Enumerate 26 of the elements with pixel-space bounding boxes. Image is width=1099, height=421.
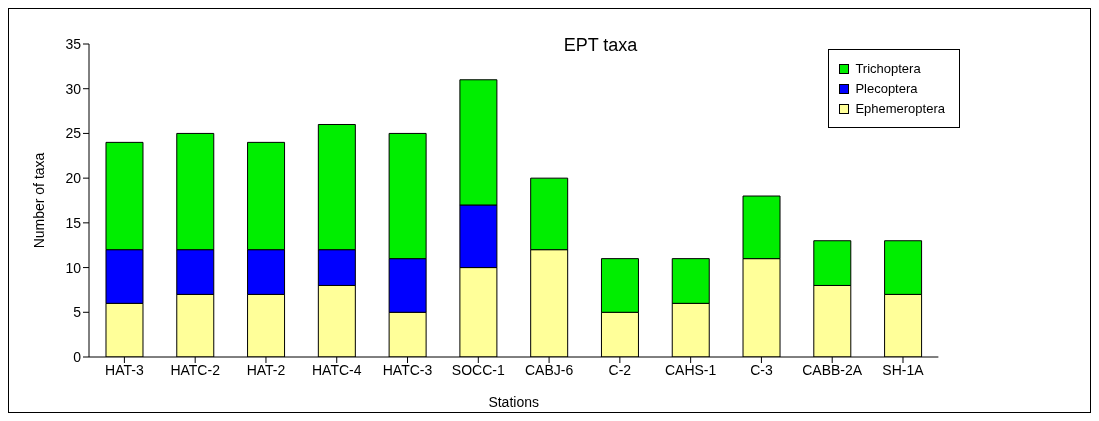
- x-tick-label: CABB-2A: [802, 361, 863, 378]
- x-tick-label: HATC-3: [382, 361, 433, 378]
- x-tick-label: SOCC-1: [451, 361, 505, 378]
- chart-title: EPT taxa: [562, 35, 639, 56]
- legend-label: Ephemeroptera: [855, 101, 945, 116]
- y-tick-label: 0: [73, 348, 82, 365]
- y-tick-label: 10: [65, 259, 82, 276]
- x-tick-label: SH-1A: [882, 361, 925, 378]
- x-tick-label: HAT-3: [105, 361, 144, 378]
- y-tick-label: 35: [65, 35, 82, 52]
- x-tick-label: CAHS-1: [664, 361, 717, 378]
- legend-label: Trichoptera: [855, 61, 921, 76]
- y-tick-label: 15: [65, 214, 82, 231]
- y-tick-label: 20: [65, 170, 82, 187]
- y-tick-label: 30: [65, 80, 82, 97]
- x-tick-label: CABJ-6: [524, 361, 574, 378]
- x-tick-label: HAT-2: [246, 361, 286, 378]
- x-axis-title: Stations: [488, 394, 539, 410]
- y-axis-title: Number of taxa: [30, 152, 47, 249]
- x-tick-label: HATC-4: [311, 361, 362, 378]
- x-tick-label: C-3: [750, 361, 773, 378]
- y-tick-label: 25: [65, 125, 82, 142]
- x-tick-label: HATC-2: [170, 361, 221, 378]
- y-tick-label: 5: [73, 304, 82, 321]
- legend-label: Plecoptera: [855, 81, 918, 96]
- x-tick-label: C-2: [608, 361, 632, 378]
